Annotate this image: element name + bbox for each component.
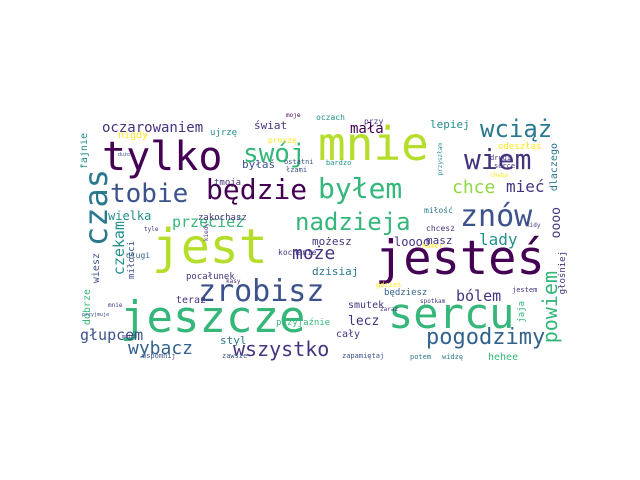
word-czas: czas [80, 169, 115, 247]
word-wiesz: wiesz [91, 253, 102, 284]
word-oczach: oczach [316, 113, 345, 122]
word-jestes: jesteś [375, 231, 545, 286]
word-zakochasz: zakochasz [198, 213, 247, 223]
word-humor: humor [422, 242, 444, 250]
word-zaraz: zaraz [380, 306, 399, 313]
word-tobie: tobie [110, 179, 189, 209]
word-cloud: jest jesteś mnie jeszcze sercu tylko zro… [80, 113, 568, 370]
word-nadzieja: nadzieja [295, 208, 411, 236]
word-jaja: jaja [517, 301, 527, 323]
word-miec: mieć [506, 177, 545, 196]
word-teraz: teraz [176, 295, 207, 306]
word-pocalunek: pocałunek [186, 272, 235, 282]
word-bardzo: bardzo [326, 159, 352, 167]
word-powiem: powiem [538, 271, 562, 344]
word-bylem: byłem [318, 172, 403, 205]
word-wielka: wielka [108, 209, 152, 223]
word-lepiej: lepiej [430, 118, 470, 131]
word-chcesz: chcesz [426, 224, 455, 233]
word-dlaczego: dlaczego [549, 143, 560, 192]
word-oczarowaniem: oczarowaniem [102, 120, 204, 136]
word-mnie: mnie [318, 117, 429, 171]
word-oooo: oooo [549, 207, 564, 239]
word-chyba: chyba [490, 172, 509, 179]
word-widze: widzę [442, 353, 464, 361]
word-bedziesz: będziesz [384, 288, 428, 298]
word-duzo: dużo [118, 152, 131, 158]
word-kiedy: kiedy [203, 223, 210, 242]
word-moich: moich [122, 334, 138, 340]
word-czekam: czekam [110, 221, 128, 276]
word-gdzies: gdzieś [376, 281, 402, 289]
word-przy: przy [364, 117, 384, 126]
word-wspomnij: wspomnij [142, 352, 176, 360]
word-pogodzimy: pogodzimy [426, 325, 546, 350]
word-spotkam: spotkam [420, 298, 446, 305]
word-zrobisz: zrobisz [198, 274, 325, 309]
word-masz: masz [426, 234, 453, 247]
word-loooo: loooo [394, 235, 431, 249]
word-jest: jest [152, 219, 268, 275]
word-swiat: świat [254, 119, 288, 132]
word-bylas: byłaś [242, 158, 276, 171]
word-ostatni: ostatni [284, 158, 314, 166]
word-tyle: tyle [144, 226, 159, 233]
word-moje: moje [286, 113, 301, 119]
word-styl: styl [220, 334, 247, 347]
word-kidy: kidy [526, 222, 541, 229]
word-caly: cały [336, 329, 361, 340]
word-fajnie: fajnie [80, 133, 90, 170]
word-smutek: smutek [348, 300, 385, 311]
word-bedzie: będzie [206, 173, 308, 206]
word-sercu: sercu [388, 289, 515, 338]
word-ujrze: ujrzę [210, 128, 238, 138]
word-odeszlas: odeszłaś [498, 142, 542, 152]
word-zapamietaj: zapamiętaj [342, 352, 385, 360]
word-nigdy: nigdy [118, 130, 149, 141]
word-prosze: proszę [268, 136, 297, 145]
word-dlugi: długi [126, 251, 151, 260]
word-hehee: hehee [488, 352, 519, 363]
word-jestem: jestem [512, 286, 538, 294]
word-dobrze: dobrze [82, 289, 93, 326]
word-serce: serce [494, 162, 516, 170]
word-jeszcze: jeszcze [120, 292, 306, 343]
word-wiem: wiem [464, 143, 532, 176]
word-lady: lady [479, 230, 518, 249]
word-kasy: kasy [226, 278, 241, 285]
word-wybacz: wybacz [128, 338, 194, 359]
word-glupcem: głupcem [80, 326, 144, 344]
word-zawsze: zawsze [222, 352, 248, 360]
word-lecz: lecz [348, 314, 380, 329]
word-glosniej: głośniej [558, 251, 568, 295]
word-tylko: tylko [102, 134, 223, 180]
word-potem: potem [410, 353, 432, 361]
word-dzisiaj: dzisiaj [312, 265, 359, 278]
word-tmoja: tmoja [214, 178, 242, 188]
word-milosc: miłość [424, 206, 453, 215]
word-mnie-small: mnie [108, 302, 123, 309]
word-wszystko: wszystko [233, 337, 330, 361]
word-przeciez: przecież [172, 213, 245, 231]
word-kochanie: kochanie [278, 248, 317, 257]
word-wciaz: wciąż [480, 115, 553, 143]
word-mozesz: możesz [312, 235, 352, 248]
word-bolem: bólem [456, 287, 502, 305]
word-przyjaznie: przyjaźnie [276, 318, 331, 328]
word-chce: chce [452, 177, 496, 198]
word-swoj: swój [243, 139, 306, 169]
word-moze: może [292, 243, 336, 264]
word-przyszlam: przyszłam [437, 143, 444, 176]
word-przyjmuje: przyjmuje [82, 312, 110, 318]
word-mala: mała [350, 121, 384, 137]
word-znow: znów [460, 199, 533, 234]
word-lzami: łzami [286, 166, 308, 174]
word-drugi: drugi [490, 154, 512, 162]
